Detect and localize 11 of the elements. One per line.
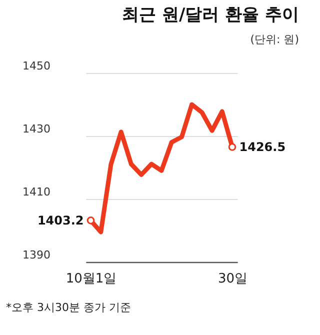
- chart-title: 최근 원/달러 환율 추이: [122, 5, 299, 25]
- x-tick-label: 30일: [218, 272, 248, 286]
- y-tick-label: 1430: [22, 122, 50, 136]
- y-tick-label: 1390: [22, 248, 50, 262]
- x-tick-label: 10월1일: [66, 272, 117, 286]
- data-label: 1426.5: [239, 140, 286, 154]
- text: *오후 3시30분 종가 기준: [6, 300, 131, 315]
- text: (단위: 원): [250, 33, 299, 46]
- data-label: 1403.2: [37, 213, 84, 228]
- y-tick-label: 1450: [22, 60, 50, 72]
- y-tick-label: 1410: [22, 186, 50, 198]
